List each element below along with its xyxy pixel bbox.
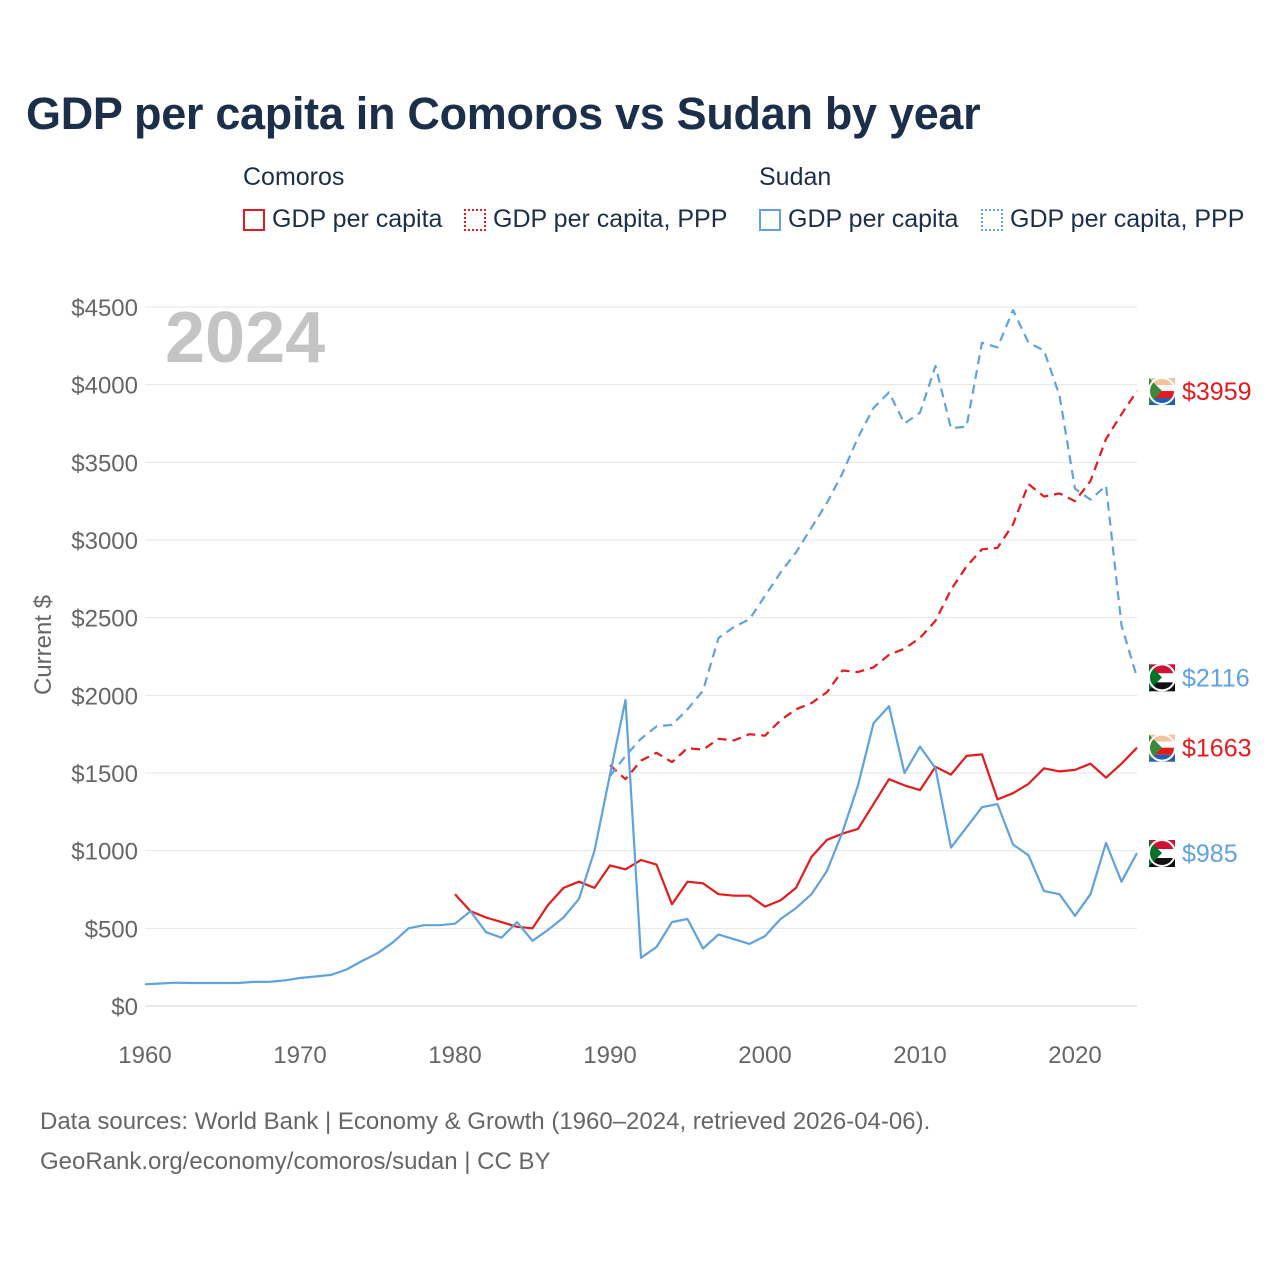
flag-stripe: [1149, 378, 1175, 386]
y-tick-label: $1000: [71, 839, 138, 866]
flag-stripe: [1149, 682, 1175, 692]
legend-item-comoros-gdp[interactable]: GDP per capita: [243, 205, 442, 234]
y-tick-label: $4500: [71, 295, 138, 322]
footer-sources: Data sources: World Bank | Economy & Gro…: [40, 1108, 931, 1135]
x-tick-label: 2010: [893, 1042, 946, 1069]
legend-item-sudan-gdp-ppp[interactable]: GDP per capita, PPP: [981, 205, 1244, 234]
flag-triangle: [1149, 378, 1162, 405]
legend-swatch-solid-blue: [759, 208, 781, 231]
series-line: [609, 390, 1138, 781]
legend-group-comoros: Comoros: [243, 163, 345, 191]
legend-group-sudan: Sudan: [759, 163, 832, 191]
flag-stripe: [1149, 391, 1175, 399]
year-watermark: 2024: [165, 298, 325, 378]
flag-stripe: [1149, 673, 1175, 683]
series-line: [609, 309, 1139, 777]
flag-stripe: [1149, 741, 1175, 748]
series-line: [144, 698, 1138, 986]
flag-stripe: [1149, 754, 1175, 762]
legend-label: GDP per capita: [788, 205, 959, 233]
y-axis-label: Current $: [30, 595, 57, 695]
legend-item-comoros-gdp-ppp[interactable]: GDP per capita, PPP: [464, 205, 727, 234]
flag-triangle: [1149, 839, 1162, 866]
flag-stripe: [1149, 839, 1175, 849]
flag-stripe: [1149, 857, 1175, 867]
legend-label: GDP per capita, PPP: [493, 205, 728, 233]
y-tick-label: $0: [111, 994, 138, 1021]
legend-item-sudan-gdp[interactable]: GDP per capita: [759, 205, 958, 234]
chart-title: GDP per capita in Comoros vs Sudan by ye…: [26, 88, 981, 139]
flag-ring: [1148, 733, 1176, 762]
flag-stripe: [1149, 747, 1175, 755]
legend-swatch-dotted-red: [464, 208, 486, 231]
y-tick-label: $2000: [71, 683, 138, 710]
x-tick-label: 2020: [1048, 1042, 1101, 1069]
x-tick-label: 1970: [273, 1042, 326, 1069]
flag-stripe: [1149, 385, 1175, 392]
series-line: [454, 746, 1138, 930]
flag-ring: [1148, 663, 1176, 692]
y-tick-label: $3500: [71, 450, 138, 477]
flag-triangle: [1149, 664, 1162, 691]
legend-label: GDP per capita, PPP: [1010, 205, 1245, 233]
series-end-label: $985: [1182, 840, 1238, 868]
flag-ring: [1148, 377, 1176, 406]
y-tick-label: $3000: [71, 528, 138, 555]
x-tick-label: 2000: [738, 1042, 791, 1069]
flag-ring: [1148, 838, 1176, 867]
flag-stripe: [1149, 734, 1175, 742]
y-tick-label: $1500: [71, 761, 138, 788]
series-end-label: $2116: [1182, 664, 1250, 692]
series-end-label: $1663: [1182, 735, 1252, 763]
x-tick-label: 1990: [583, 1042, 636, 1069]
flag-stripe: [1149, 664, 1175, 674]
x-tick-label: 1960: [118, 1042, 171, 1069]
y-tick-label: $500: [85, 916, 138, 943]
flag-stripe: [1149, 398, 1175, 406]
line-chart: $0 $500 $1000 $1500 $2000 $2500 $3000 $3500 $400…: [30, 295, 1252, 1069]
flag-stripe: [1149, 848, 1175, 858]
y-tick-label: $4000: [71, 373, 138, 400]
series-end-label: $3959: [1182, 378, 1252, 406]
y-tick-label: $2500: [71, 606, 138, 633]
legend-swatch-solid-red: [243, 208, 265, 231]
legend-swatch-dotted-blue: [981, 208, 1003, 231]
x-tick-label: 1980: [428, 1042, 481, 1069]
footer-attribution[interactable]: GeoRank.org/economy/comoros/sudan | CC B…: [40, 1148, 551, 1175]
flag-triangle: [1149, 734, 1162, 761]
legend-label: GDP per capita: [272, 205, 443, 233]
